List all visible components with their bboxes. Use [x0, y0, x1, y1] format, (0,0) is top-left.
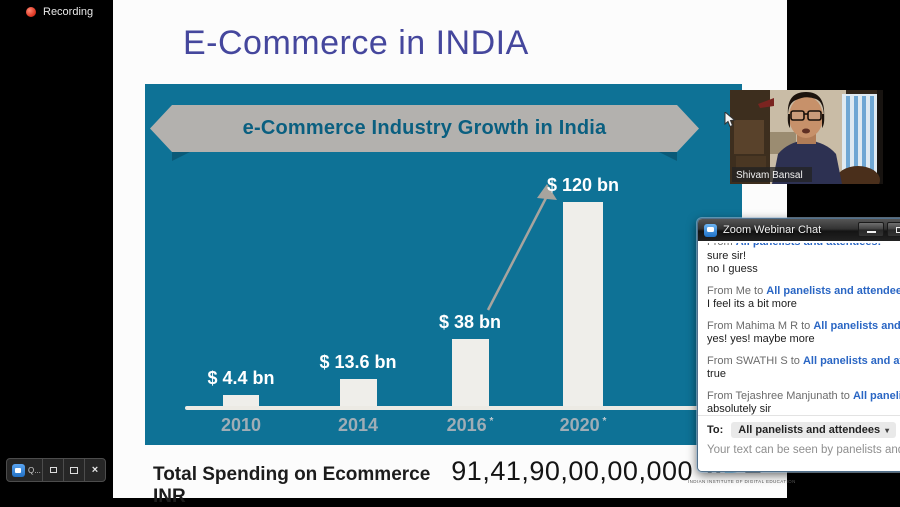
x-axis-tick-label: 2014: [337, 415, 379, 435]
restore-button[interactable]: [42, 459, 63, 481]
slide-footer: Total Spending on Ecommerce INR 91,41,90…: [153, 456, 693, 507]
chat-titlebar[interactable]: Zoom Webinar Chat: [698, 219, 900, 241]
chat-body: From All panelists and attendees:sure si…: [698, 241, 900, 471]
footer-label: Total Spending on Ecommerce INR: [153, 464, 431, 507]
chevron-down-icon: ▾: [885, 425, 890, 435]
webcam-video: Shivam Bansal: [730, 90, 883, 184]
minimized-window-controls[interactable]: Q... ×: [6, 458, 106, 482]
chart-bar: [451, 339, 489, 406]
close-button[interactable]: ×: [84, 459, 105, 481]
chat-message-text: true: [707, 368, 726, 380]
mouse-cursor-icon: [724, 112, 736, 128]
chat-footer: To: All panelists and attendees ▾: [698, 415, 900, 471]
chart-plot-area: $ 4.4 bn 2010 $ 13.6 bn 2014 $ 38 bn 2016 * $ …: [145, 84, 742, 445]
chat-message-text: yes! yes! maybe more: [707, 333, 815, 345]
maximize-icon: [896, 226, 900, 233]
chat-window-title: Zoom Webinar Chat: [723, 224, 822, 236]
chat-message-text: no I guess: [707, 263, 758, 275]
bar-value-label: $ 13.6 bn: [319, 352, 397, 372]
bar-value-label: $ 4.4 bn: [207, 368, 275, 388]
minimize-button[interactable]: [858, 222, 884, 237]
close-icon: ×: [91, 463, 99, 476]
shared-slide: E-Commerce in INDIA e-Commerce Industry …: [113, 0, 796, 507]
recording-label: Recording: [43, 6, 94, 18]
chat-message: From All panelists and attendees:sure si…: [707, 243, 900, 276]
chat-window: Zoom Webinar Chat From All panelists and…: [697, 218, 900, 472]
chart-bar: [563, 202, 603, 406]
growth-arrow-icon: [486, 184, 557, 311]
x-axis-line: [185, 406, 713, 410]
recording-dot-icon: [26, 7, 36, 17]
bar-value-label: $ 120 bn: [546, 175, 620, 195]
recipient-dropdown[interactable]: All panelists and attendees ▾: [731, 422, 897, 438]
chat-message: From SWATHI S to All panelists and atten…: [707, 355, 900, 381]
chat-message-list: From All panelists and attendees:sure si…: [707, 243, 900, 415]
chart-title: e-Commerce Industry Growth in India: [242, 117, 607, 139]
webcam-name-label: Shivam Bansal: [736, 170, 803, 181]
chat-message: From Me to All panelists and attendees: I…: [707, 285, 900, 311]
recipient-value: All panelists and attendees: [738, 424, 881, 436]
chat-message: From Tejashree Manjunath to All panelist…: [707, 390, 900, 415]
ribbon-banner: e-Commerce Industry Growth in India: [150, 105, 699, 165]
chart-bar: [339, 379, 377, 406]
restore-icon: [49, 465, 62, 473]
maximize-button-mini[interactable]: [63, 459, 84, 481]
chat-message-input[interactable]: [707, 444, 900, 456]
chat-message-text: I feel its a bit more: [707, 298, 797, 310]
recording-indicator: Recording: [26, 6, 93, 18]
maximize-icon: [70, 466, 78, 474]
x-axis-tick-label: 2010: [220, 415, 262, 435]
maximize-button[interactable]: [887, 222, 900, 237]
ribbon-shape-icon: [150, 105, 699, 161]
iide-logo-tagline: INDIAN INSTITUTE OF DIGITAL EDUCATION: [688, 479, 796, 484]
bar-value-label: $ 38 bn: [438, 312, 502, 332]
zoom-app-icon: [12, 463, 25, 477]
x-axis-tick-label: 2016 *: [446, 415, 494, 435]
chat-message: From Mahima M R to All panelists and att…: [707, 320, 900, 346]
slide-title: E-Commerce in INDIA: [183, 24, 529, 62]
minimized-window-title: Q...: [28, 465, 41, 475]
chat-message-text: absolutely sir: [707, 403, 772, 415]
chart-bar: [223, 395, 259, 406]
x-axis-tick-label: 2020 *: [559, 415, 607, 435]
chat-message-text: sure sir!: [707, 250, 747, 262]
to-label: To:: [707, 424, 724, 436]
minimize-icon: [867, 231, 876, 233]
footer-value: 91,41,90,00,00,000: [451, 456, 693, 486]
webcam-scene: Shivam Bansal: [730, 90, 883, 184]
chart-panel: e-Commerce Industry Growth in India $ 4.…: [145, 84, 742, 445]
chat-window-icon: [704, 223, 717, 237]
